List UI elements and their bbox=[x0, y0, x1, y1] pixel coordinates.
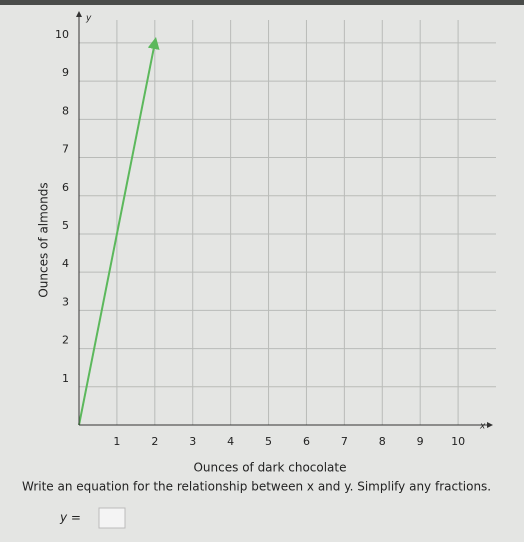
data-line bbox=[78, 37, 160, 426]
x-tick-label: 8 bbox=[379, 435, 386, 448]
x-tick-label: 7 bbox=[341, 435, 348, 448]
y-tick-label: 7 bbox=[62, 143, 69, 156]
x-axis-label: Ounces of dark chocolate bbox=[193, 461, 346, 475]
plot: 1 2 3 4 5 6 7 8 9 10 1 2 3 4 5 6 7 8 9 10 bbox=[55, 20, 496, 448]
answer-prefix: y = bbox=[59, 511, 81, 525]
x-axis-symbol: x bbox=[479, 422, 486, 432]
y-tick-label: 6 bbox=[62, 181, 69, 194]
y-tick-label: 2 bbox=[62, 334, 69, 347]
y-tick-label: 8 bbox=[62, 104, 69, 117]
answer-input[interactable] bbox=[98, 507, 126, 529]
x-tick-label: 3 bbox=[189, 435, 196, 448]
x-tick-label: 2 bbox=[151, 435, 158, 448]
y-tick-label: 1 bbox=[62, 372, 69, 385]
y-axis-label: Ounces of almonds bbox=[37, 182, 51, 297]
y-tick-label: 10 bbox=[55, 28, 69, 41]
top-bar bbox=[0, 0, 524, 5]
question-prompt: Write an equation for the relationship b… bbox=[22, 480, 491, 494]
x-tick-label: 1 bbox=[113, 435, 120, 448]
y-tick-label: 3 bbox=[62, 295, 69, 308]
y-tick-label: 5 bbox=[62, 219, 69, 232]
x-tick-label: 10 bbox=[451, 435, 465, 448]
y-tick-label: 4 bbox=[62, 257, 69, 270]
y-tick-label: 9 bbox=[62, 66, 69, 79]
x-tick-label: 5 bbox=[265, 435, 272, 448]
y-axis-symbol: y bbox=[85, 14, 92, 24]
x-tick-label: 4 bbox=[227, 435, 234, 448]
x-tick-label: 6 bbox=[303, 435, 310, 448]
x-tick-label: 9 bbox=[417, 435, 424, 448]
